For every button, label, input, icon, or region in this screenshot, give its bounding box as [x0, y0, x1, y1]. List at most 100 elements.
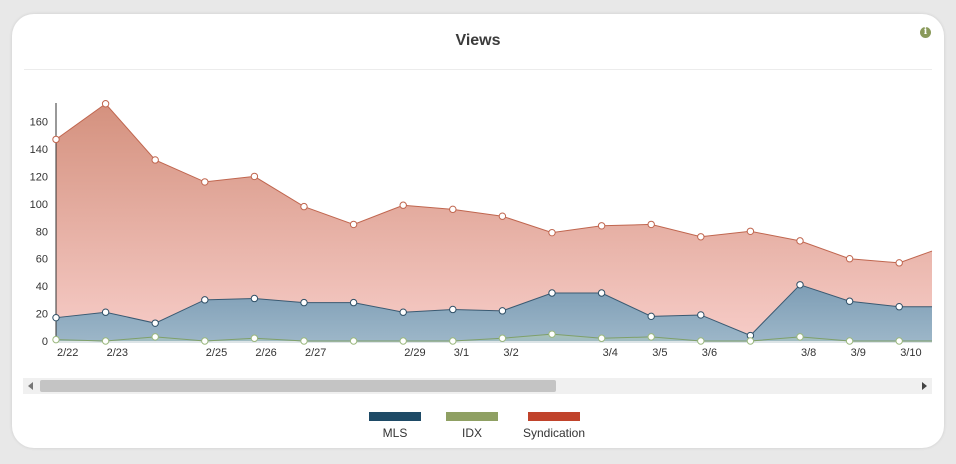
point-mls [449, 305, 457, 314]
chart-title: Views [455, 32, 501, 49]
point-mls [300, 298, 308, 307]
title-divider [24, 69, 932, 70]
chart-scrollbar[interactable] [23, 378, 932, 394]
legend-label-syndication: Syndication [522, 426, 586, 440]
views-card: Views i 0 20 40 60 80 100 120 140 160 2/22 2/23 2/2… [12, 14, 944, 448]
x-tick-label: 2/22 [57, 347, 78, 359]
point-syndication [548, 228, 556, 237]
point-syndication [597, 222, 606, 230]
scrollbar-thumb[interactable] [40, 380, 556, 392]
point-idx [349, 337, 358, 345]
point-mls [52, 313, 60, 322]
point-mls [349, 298, 358, 307]
point-idx [449, 337, 457, 345]
point-mls [548, 289, 556, 297]
x-tick-label: 2/29 [404, 347, 425, 359]
views-chart: 0 20 40 60 80 100 120 140 160 2/22 2/23 2/25 2/26 2/2… [30, 100, 933, 359]
triangle-left-icon [28, 382, 33, 390]
point-syndication [845, 255, 854, 263]
point-mls [895, 303, 903, 311]
point-syndication [250, 172, 259, 181]
point-syndication [300, 202, 308, 211]
x-tick-label: 3/4 [603, 347, 618, 359]
point-idx [746, 337, 755, 345]
point-syndication [101, 100, 110, 108]
legend-label-idx: IDX [461, 426, 482, 440]
point-mls [498, 307, 507, 315]
point-idx [548, 330, 556, 338]
point-mls [697, 311, 705, 319]
y-tick-label: 140 [30, 144, 48, 156]
point-mls [647, 312, 655, 321]
y-tick-label: 80 [36, 226, 48, 238]
point-idx [101, 337, 110, 345]
x-tick-label: 2/25 [206, 347, 227, 359]
x-tick-label: 2/27 [305, 347, 326, 359]
legend-swatch-syndication [528, 412, 580, 421]
point-syndication [151, 156, 159, 164]
point-idx [895, 337, 903, 345]
point-mls [597, 289, 606, 297]
point-syndication [746, 227, 755, 235]
point-idx [845, 337, 854, 345]
y-tick-label: 100 [30, 199, 48, 211]
x-tick-label: 3/1 [454, 347, 469, 359]
area-syndication [56, 103, 932, 336]
point-syndication [697, 233, 705, 241]
legend-item-syndication[interactable]: Syndication [504, 412, 604, 440]
y-tick-label: 20 [36, 309, 48, 321]
y-tick-label: 0 [42, 336, 48, 348]
area-idx [56, 334, 932, 341]
y-tick-label: 60 [36, 254, 48, 266]
x-tick-label: 3/10 [900, 347, 921, 359]
x-tick-label: 3/5 [652, 347, 667, 359]
triangle-right-icon [922, 382, 927, 390]
x-tick-label: 3/8 [801, 347, 816, 359]
point-idx [697, 337, 705, 345]
point-idx [52, 335, 60, 344]
x-tick-label: 2/26 [255, 347, 276, 359]
point-syndication [52, 135, 60, 144]
point-syndication [647, 220, 655, 229]
point-syndication [449, 205, 457, 214]
point-mls [201, 296, 209, 304]
point-mls [845, 297, 854, 305]
y-tick-label: 120 [30, 171, 48, 183]
point-mls [796, 281, 804, 289]
x-tick-label: 3/2 [503, 347, 518, 359]
point-idx [201, 337, 209, 345]
point-syndication [201, 178, 209, 186]
point-idx [399, 337, 407, 345]
legend-label-mls: MLS [382, 426, 408, 440]
point-mls [101, 308, 110, 316]
legend-swatch-mls [369, 412, 421, 421]
point-mls [250, 294, 259, 303]
info-icon[interactable]: i [920, 27, 931, 38]
point-syndication [399, 201, 407, 209]
point-idx [250, 334, 259, 342]
scroll-left-button[interactable] [23, 378, 39, 394]
x-tick-label: 3/6 [702, 347, 717, 359]
area-mls [56, 284, 932, 341]
y-tick-label: 160 [30, 117, 48, 129]
point-idx [498, 334, 507, 342]
point-syndication [895, 259, 903, 267]
y-tick-label: 40 [36, 281, 48, 293]
point-idx [796, 333, 804, 341]
point-syndication [349, 220, 358, 229]
point-mls [151, 319, 159, 327]
x-tick-label: 2/23 [107, 347, 128, 359]
point-syndication [498, 212, 507, 220]
point-syndication [796, 237, 804, 245]
point-idx [647, 333, 655, 341]
scroll-right-button[interactable] [916, 378, 932, 394]
point-idx [151, 333, 159, 341]
point-idx [300, 337, 308, 345]
x-tick-label: 3/9 [851, 347, 866, 359]
legend-swatch-idx [446, 412, 498, 421]
legend-item-idx[interactable]: IDX [422, 412, 522, 440]
chart-legend: MLS IDX Syndication [12, 412, 944, 442]
point-mls [399, 308, 407, 316]
point-idx [597, 334, 606, 342]
legend-item-mls[interactable]: MLS [345, 412, 445, 440]
